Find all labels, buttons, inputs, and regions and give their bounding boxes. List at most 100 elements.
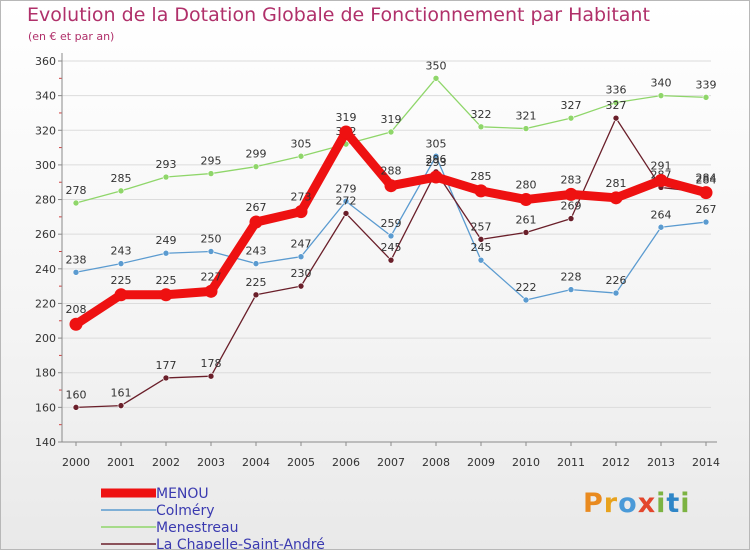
data-point-menou	[609, 191, 623, 205]
y-tick-label: 240	[35, 263, 56, 276]
data-point-menou	[249, 215, 263, 229]
y-tick-label: 280	[35, 194, 56, 207]
data-point-colm-ry	[252, 260, 260, 267]
data-point-colm-ry	[162, 249, 170, 257]
legend-item-menou: MENOU	[101, 485, 325, 502]
data-label-colm-ry: 249	[156, 234, 177, 247]
x-tick-label: 2009	[467, 456, 495, 469]
data-label-menestreau: 293	[156, 158, 177, 171]
x-tick-label: 2002	[152, 456, 180, 469]
y-tick-label: 180	[35, 367, 56, 380]
data-point-la-chapelle-saint-andr-	[162, 374, 170, 382]
legend-item-colmery: Colméry	[101, 502, 325, 519]
data-label-colm-ry: 238	[66, 253, 87, 266]
data-point-colm-ry	[387, 232, 395, 240]
data-label-la-chapelle-saint-andr-: 177	[156, 359, 177, 372]
data-point-menestreau	[702, 94, 710, 101]
x-tick-label: 2000	[62, 456, 90, 469]
data-point-la-chapelle-saint-andr-	[387, 256, 395, 264]
data-point-la-chapelle-saint-andr-	[522, 229, 530, 236]
data-label-menestreau: 350	[426, 59, 447, 72]
x-tick-label: 2008	[422, 456, 450, 469]
legend-label-menou: MENOU	[156, 485, 209, 502]
legend-item-menestreau: Menestreau	[101, 519, 325, 536]
data-label-menestreau: 327	[561, 99, 582, 112]
data-label-menou: 273	[291, 191, 312, 204]
data-label-menou: 293	[426, 156, 447, 169]
data-label-menou: 280	[516, 179, 537, 192]
data-point-menestreau	[117, 187, 125, 195]
legend-label-la-chapelle: La Chapelle-Saint-André	[156, 536, 325, 550]
data-point-colm-ry	[702, 218, 710, 226]
data-point-la-chapelle-saint-andr-	[297, 282, 305, 290]
data-label-menou: 285	[471, 170, 492, 183]
data-label-menestreau: 278	[66, 184, 87, 197]
data-point-menou	[384, 179, 398, 193]
data-label-menestreau: 322	[471, 108, 492, 121]
data-label-menestreau: 295	[201, 155, 222, 168]
data-point-la-chapelle-saint-andr-	[342, 210, 350, 217]
data-point-menou	[294, 205, 308, 219]
data-label-colm-ry: 226	[606, 274, 627, 287]
data-label-menou: 291	[651, 159, 672, 172]
data-label-la-chapelle-saint-andr-: 161	[111, 387, 132, 400]
x-tick-label: 2003	[197, 456, 225, 469]
data-point-colm-ry	[612, 289, 620, 297]
x-tick-label: 2006	[332, 456, 360, 469]
data-point-menestreau	[612, 99, 620, 106]
data-label-la-chapelle-saint-andr-: 245	[381, 241, 402, 254]
data-point-menou	[429, 170, 443, 184]
data-label-la-chapelle-saint-andr-: 257	[471, 220, 492, 233]
data-label-menestreau: 339	[696, 78, 717, 91]
data-label-menestreau: 319	[381, 113, 402, 126]
data-label-menestreau: 336	[606, 84, 627, 97]
data-point-menou	[699, 186, 713, 200]
x-tick-label: 2007	[377, 456, 405, 469]
data-label-colm-ry: 247	[291, 238, 312, 251]
y-tick-label: 160	[35, 401, 56, 414]
data-point-menestreau	[522, 125, 530, 132]
data-point-menou	[69, 317, 83, 331]
x-tick-label: 2005	[287, 456, 315, 469]
chart-subtitle: (en € et par an)	[28, 30, 115, 43]
x-tick-label: 2014	[692, 456, 720, 469]
data-point-menestreau	[477, 123, 485, 131]
x-tick-label: 2011	[557, 456, 585, 469]
data-label-menou: 284	[696, 172, 717, 185]
data-label-la-chapelle-saint-andr-: 284	[696, 174, 717, 187]
legend-label-colmery: Colméry	[156, 502, 215, 519]
y-tick-label: 320	[35, 124, 56, 137]
data-point-colm-ry	[477, 256, 485, 264]
data-label-la-chapelle-saint-andr-: 272	[336, 194, 357, 207]
data-point-menestreau	[657, 92, 665, 99]
y-tick-label: 140	[35, 436, 56, 449]
data-label-colm-ry: 279	[336, 182, 357, 195]
data-point-colm-ry	[297, 253, 305, 260]
data-label-menou: 267	[246, 201, 267, 214]
data-label-menestreau: 305	[291, 137, 312, 150]
data-point-colm-ry	[522, 296, 530, 304]
data-point-la-chapelle-saint-andr-	[117, 402, 125, 409]
data-label-menou: 225	[111, 274, 132, 287]
data-label-colm-ry: 250	[201, 233, 222, 246]
data-label-menou: 283	[561, 173, 582, 186]
data-point-menou	[339, 125, 353, 139]
data-label-menou: 208	[66, 303, 87, 316]
data-point-menestreau	[72, 199, 80, 207]
data-label-menou: 225	[156, 274, 177, 287]
data-point-menestreau	[207, 170, 215, 177]
x-tick-label: 2013	[647, 456, 675, 469]
data-point-la-chapelle-saint-andr-	[252, 291, 260, 299]
data-point-menestreau	[432, 75, 440, 82]
data-point-menestreau	[567, 114, 575, 122]
data-label-menou: 288	[381, 165, 402, 178]
data-label-menestreau: 299	[246, 148, 267, 161]
chart-legend: MENOU Colméry Menestreau La Chapelle-Sai…	[101, 485, 325, 550]
data-label-menou: 227	[201, 270, 222, 283]
proxiti-logo: Proxiti	[583, 488, 691, 519]
data-label-la-chapelle-saint-andr-: 327	[606, 99, 627, 112]
legend-label-menestreau: Menestreau	[156, 519, 239, 536]
x-tick-label: 2012	[602, 456, 630, 469]
